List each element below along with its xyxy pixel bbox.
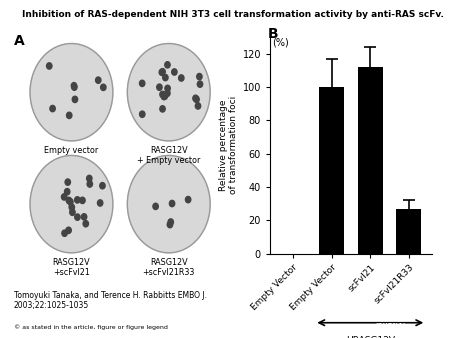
- Circle shape: [95, 77, 101, 83]
- Text: JOURNAL: JOURNAL: [376, 323, 407, 328]
- Circle shape: [163, 74, 168, 81]
- Circle shape: [83, 220, 89, 227]
- Circle shape: [30, 44, 113, 141]
- Circle shape: [153, 203, 158, 210]
- Circle shape: [81, 214, 87, 220]
- Circle shape: [165, 90, 170, 96]
- Circle shape: [160, 106, 165, 112]
- Circle shape: [167, 221, 173, 228]
- Circle shape: [66, 197, 72, 203]
- Text: EMBO: EMBO: [374, 310, 409, 319]
- Text: THE: THE: [386, 298, 397, 303]
- Bar: [358, 67, 383, 253]
- Circle shape: [98, 200, 103, 206]
- Circle shape: [100, 183, 105, 189]
- Text: HRASG12V: HRASG12V: [346, 336, 395, 338]
- Circle shape: [127, 44, 210, 141]
- Circle shape: [62, 194, 67, 200]
- Circle shape: [172, 69, 177, 75]
- Circle shape: [160, 91, 165, 98]
- Circle shape: [68, 199, 73, 205]
- Text: A: A: [14, 34, 24, 48]
- Circle shape: [69, 204, 75, 210]
- Circle shape: [30, 155, 113, 253]
- Circle shape: [195, 103, 201, 109]
- Text: Empty vector: Empty vector: [45, 146, 99, 155]
- Circle shape: [162, 93, 167, 100]
- Circle shape: [66, 227, 71, 234]
- Circle shape: [194, 96, 199, 102]
- Bar: [396, 209, 421, 254]
- Bar: [319, 87, 344, 254]
- Circle shape: [160, 69, 165, 75]
- Circle shape: [157, 84, 162, 90]
- Circle shape: [65, 179, 71, 185]
- Circle shape: [197, 81, 202, 87]
- Circle shape: [162, 93, 168, 99]
- Circle shape: [46, 63, 52, 69]
- Circle shape: [127, 155, 210, 253]
- Circle shape: [165, 62, 170, 68]
- Circle shape: [87, 181, 93, 187]
- Y-axis label: Relative percentage
of transformation foci: Relative percentage of transformation fo…: [219, 96, 238, 194]
- Text: Tomoyuki Tanaka, and Terence H. Rabbitts EMBO J.
2003;22:1025-1035: Tomoyuki Tanaka, and Terence H. Rabbitts…: [14, 291, 207, 310]
- Circle shape: [62, 230, 68, 236]
- Circle shape: [168, 219, 173, 225]
- Text: RASG12V
+ Empty vector: RASG12V + Empty vector: [137, 146, 200, 165]
- Circle shape: [75, 214, 80, 220]
- Circle shape: [179, 75, 184, 81]
- Circle shape: [72, 84, 77, 90]
- Circle shape: [169, 200, 175, 207]
- Text: Inhibition of RAS-dependent NIH 3T3 cell transformation activity by anti-RAS scF: Inhibition of RAS-dependent NIH 3T3 cell…: [22, 10, 445, 19]
- Text: RASG12V
+scFvI21: RASG12V +scFvI21: [53, 258, 90, 277]
- Text: (%): (%): [272, 37, 289, 47]
- Circle shape: [67, 112, 72, 119]
- Circle shape: [87, 175, 92, 182]
- Circle shape: [101, 84, 106, 91]
- Circle shape: [80, 197, 85, 203]
- Circle shape: [70, 209, 75, 215]
- Circle shape: [140, 80, 145, 87]
- Circle shape: [72, 96, 78, 102]
- Circle shape: [50, 105, 55, 112]
- Circle shape: [64, 189, 70, 195]
- Circle shape: [165, 85, 170, 92]
- Text: © as stated in the article, figure or figure legend: © as stated in the article, figure or fi…: [14, 324, 167, 330]
- Circle shape: [159, 69, 165, 75]
- Circle shape: [140, 111, 145, 117]
- Text: RASG12V
+scFvI21R33: RASG12V +scFvI21R33: [143, 258, 195, 277]
- Text: B: B: [268, 27, 279, 41]
- Circle shape: [185, 196, 191, 203]
- Circle shape: [193, 95, 198, 101]
- Circle shape: [197, 73, 202, 80]
- Circle shape: [71, 82, 76, 89]
- Circle shape: [75, 197, 80, 203]
